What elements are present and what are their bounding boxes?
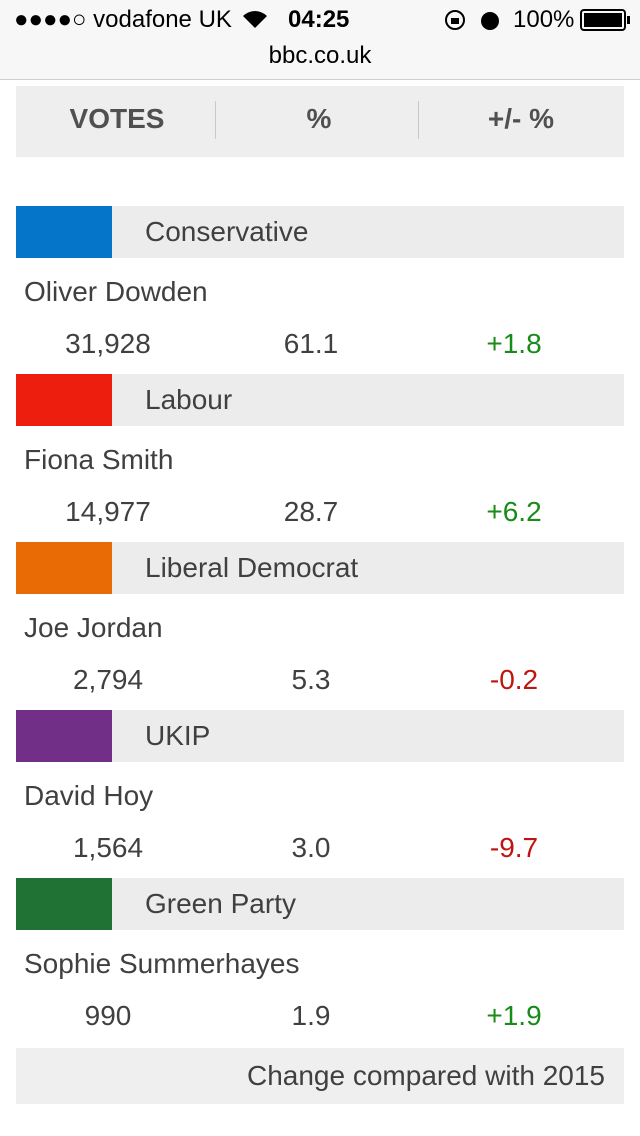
header-cell: % xyxy=(306,103,332,134)
carrier: ●●●●○ vodafone UK xyxy=(14,6,232,33)
party-color xyxy=(16,374,112,426)
change: -9.7 xyxy=(489,832,539,863)
votes: 990 xyxy=(84,1000,132,1031)
header-cell: +/- % xyxy=(487,103,555,134)
footnote: Change compared with 2015 xyxy=(246,1060,605,1091)
candidate-name: Fiona Smith xyxy=(24,444,174,475)
status-icons xyxy=(445,10,499,30)
party-color xyxy=(16,206,112,258)
votes: 14,977 xyxy=(65,496,151,527)
candidate-name: Oliver Dowden xyxy=(24,276,208,307)
party-name: Green Party xyxy=(145,888,296,919)
vote-share: 3.0 xyxy=(291,832,331,863)
votes: 31,928 xyxy=(65,328,151,359)
party-name: Labour xyxy=(145,384,233,415)
party-band xyxy=(16,374,624,426)
change: -0.2 xyxy=(489,664,539,695)
party-name: Conservative xyxy=(145,216,309,247)
battery-percent: 100% xyxy=(513,6,575,33)
battery-icon xyxy=(580,9,630,31)
status-bar: ●●●●○ vodafone UK 04:25 100% bbc.co.uk xyxy=(0,0,640,80)
candidate-name: Sophie Summerhayes xyxy=(24,948,300,979)
party-band xyxy=(16,878,624,930)
time: 04:25 xyxy=(288,6,350,33)
wifi-icon xyxy=(243,11,267,28)
vote-share: 5.3 xyxy=(291,664,331,695)
divider xyxy=(215,101,216,139)
vote-share: 1.9 xyxy=(291,1000,331,1031)
change: +6.2 xyxy=(486,496,542,527)
table-header xyxy=(16,86,624,157)
party-color xyxy=(16,878,112,930)
votes: 2,794 xyxy=(72,664,144,695)
candidate-name: Joe Jordan xyxy=(24,612,163,643)
footnote-bar xyxy=(16,1048,624,1104)
vote-share: 28.7 xyxy=(283,496,339,527)
divider xyxy=(418,101,419,139)
party-band xyxy=(16,542,624,594)
header-cell: VOTES xyxy=(69,103,165,134)
candidate-name: David Hoy xyxy=(24,780,154,811)
party-band xyxy=(16,206,624,258)
vote-share: 61.1 xyxy=(283,328,339,359)
party-band xyxy=(16,710,624,762)
party-name: Liberal Democrat xyxy=(145,552,359,583)
party-name: UKIP xyxy=(145,720,211,751)
change: +1.9 xyxy=(486,1000,542,1031)
party-color xyxy=(16,542,112,594)
votes: 1,564 xyxy=(72,832,144,863)
change: +1.8 xyxy=(486,328,542,359)
url[interactable]: bbc.co.uk xyxy=(268,42,372,69)
party-color xyxy=(16,710,112,762)
